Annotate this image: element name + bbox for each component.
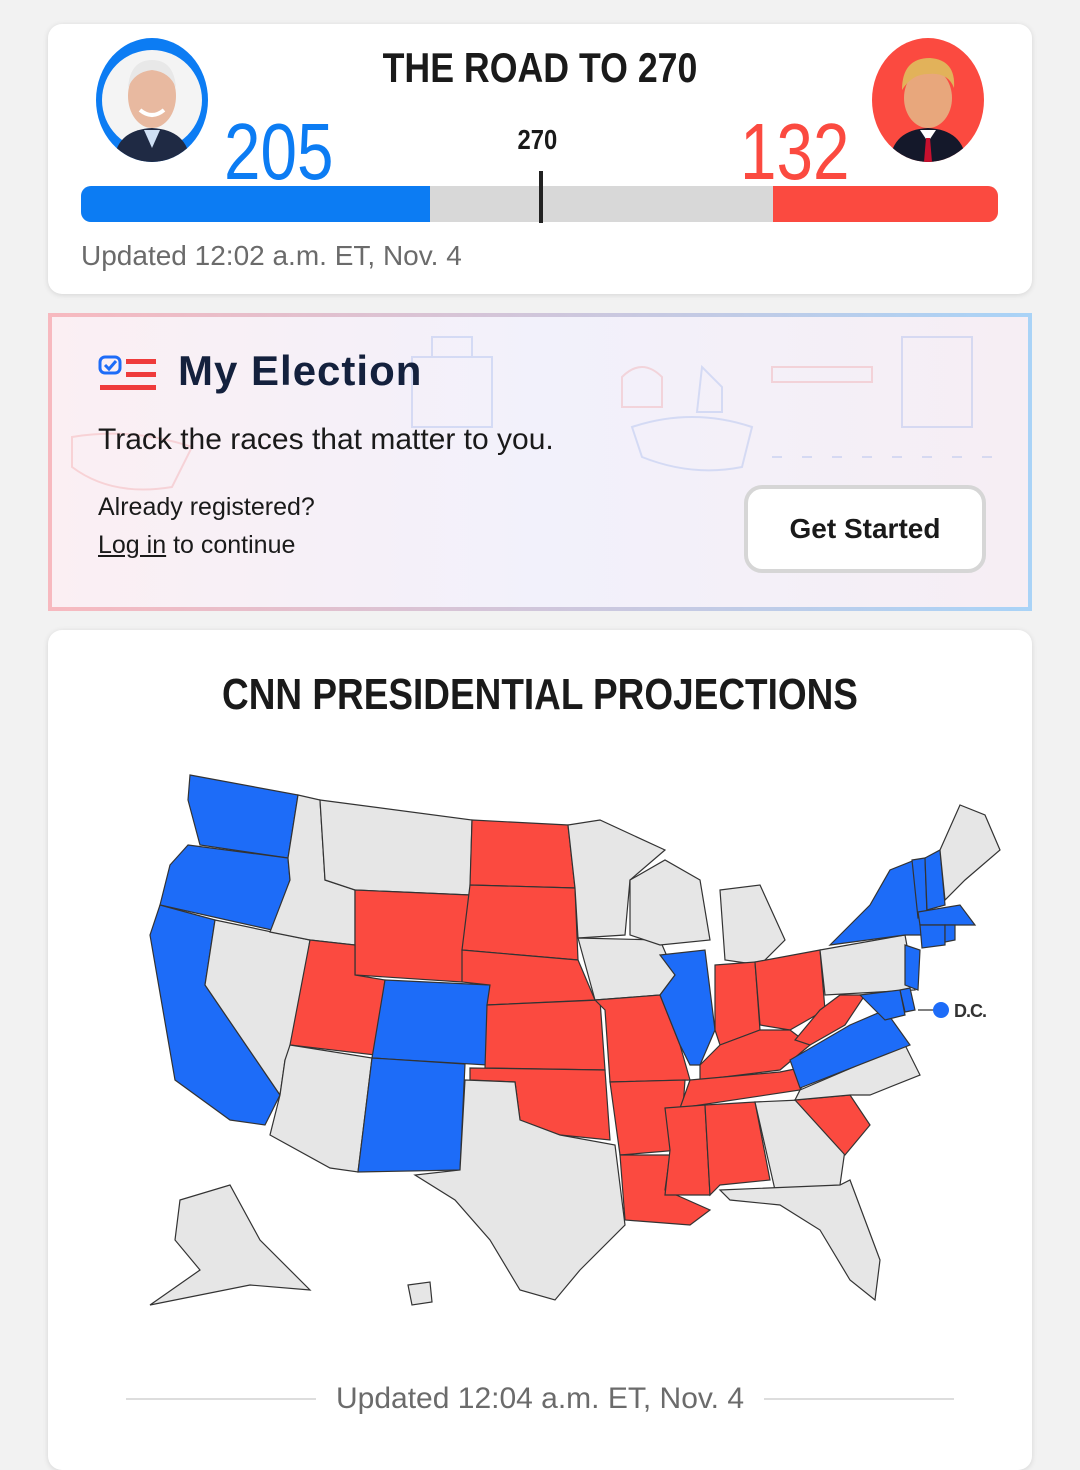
divider-right — [764, 1398, 955, 1400]
rep-electoral-votes: 132 — [740, 107, 850, 196]
state-NH[interactable] — [924, 849, 946, 911]
state-AK[interactable] — [149, 1184, 312, 1306]
election-illustration-background — [71, 336, 1002, 491]
divider-left — [126, 1398, 316, 1400]
state-KS[interactable] — [484, 999, 606, 1071]
updated-timestamp: Updated 12:02 a.m. ET, Nov. 4 — [81, 240, 462, 271]
presidential-projections-card: CNN PRESIDENTIAL PROJECTIONS D.C. Update… — [48, 630, 1032, 1470]
projections-updated-timestamp: Updated 12:04 a.m. ET, Nov. 4 — [336, 1382, 745, 1415]
projections-footer: Updated 12:04 a.m. ET, Nov. 4 — [126, 1382, 955, 1416]
projections-title: CNN PRESIDENTIAL PROJECTIONS — [222, 670, 858, 719]
state-MA[interactable] — [917, 904, 977, 926]
state-IL[interactable] — [658, 949, 716, 1066]
threshold-label: 270 — [517, 124, 558, 155]
state-OH[interactable] — [754, 949, 826, 1031]
trump-avatar — [872, 38, 984, 162]
biden-avatar — [96, 38, 208, 162]
state-NM[interactable] — [357, 1057, 466, 1173]
my-election-checklist-icon — [98, 355, 156, 390]
state-WY[interactable] — [354, 889, 471, 983]
threshold-marker — [539, 171, 544, 223]
my-election-title: My Election — [178, 347, 423, 394]
state-GA[interactable] — [754, 1099, 846, 1191]
state-DC[interactable] — [933, 1002, 949, 1018]
state-WA[interactable] — [187, 774, 299, 859]
state-HI[interactable] — [407, 1281, 433, 1306]
state-VA[interactable] — [789, 1009, 911, 1089]
state-SD[interactable] — [461, 884, 579, 961]
state-RI[interactable] — [944, 924, 956, 943]
state-AL[interactable] — [704, 1101, 771, 1197]
state-NJ[interactable] — [904, 944, 921, 991]
dem-progress-fill — [81, 186, 431, 222]
state-ME[interactable] — [939, 804, 1001, 902]
road-title: THE ROAD TO 270 — [382, 44, 698, 91]
state-CO[interactable] — [371, 979, 491, 1066]
my-election-subtitle: Track the races that matter to you. — [98, 423, 554, 456]
login-prompt-rest: to continue — [166, 531, 296, 559]
login-prompt: Log in to continue — [98, 531, 295, 560]
state-ND[interactable] — [469, 819, 576, 889]
dem-electoral-votes: 205 — [224, 107, 334, 196]
state-IA[interactable] — [577, 937, 676, 1001]
state-MT[interactable] — [319, 799, 473, 896]
rep-progress-fill — [773, 186, 998, 222]
already-registered-text: Already registered? — [98, 493, 315, 521]
get-started-button[interactable]: Get Started — [744, 485, 986, 573]
state-CT[interactable] — [919, 924, 946, 949]
dc-label: D.C. — [954, 1001, 986, 1021]
state-MS[interactable] — [664, 1104, 711, 1196]
state-MD[interactable] — [858, 989, 906, 1021]
my-election-banner: My Election Track the races that matter … — [48, 313, 1032, 611]
login-link[interactable]: Log in — [98, 531, 167, 559]
road-to-270-card: 205 THE ROAD TO 270 270 132 Updated 12:0… — [48, 24, 1032, 294]
state-TX[interactable] — [413, 1079, 626, 1301]
state-MN[interactable] — [567, 819, 667, 939]
state-FL[interactable] — [718, 1179, 881, 1302]
state-WI[interactable] — [629, 859, 711, 946]
state-MI[interactable] — [719, 884, 786, 966]
state-PA[interactable] — [819, 934, 916, 996]
state-NY[interactable] — [828, 859, 926, 946]
state-AZ[interactable] — [269, 1044, 373, 1173]
